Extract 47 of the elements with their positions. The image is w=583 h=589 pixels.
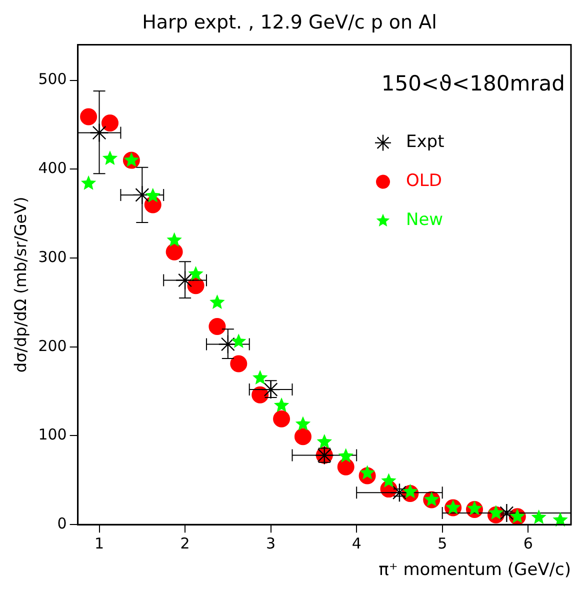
point bbox=[295, 416, 311, 431]
y-tick-label: 0 bbox=[57, 514, 67, 532]
point bbox=[166, 243, 183, 260]
x-tick-label: 6 bbox=[523, 534, 533, 552]
point bbox=[80, 108, 98, 126]
point bbox=[208, 318, 226, 335]
point bbox=[101, 114, 118, 132]
annotation: 150<ϑ<180mrad bbox=[381, 71, 565, 96]
y-tick-label: 100 bbox=[38, 426, 67, 444]
x-tick-label: 2 bbox=[180, 534, 190, 552]
x-axis-title: π⁺ momentum (GeV/c) bbox=[378, 560, 571, 580]
legend-label: Expt bbox=[406, 132, 445, 152]
x-tick-label: 3 bbox=[266, 534, 276, 552]
point bbox=[102, 150, 118, 166]
x-tick-label: 4 bbox=[352, 534, 362, 552]
point bbox=[294, 428, 312, 446]
point bbox=[210, 294, 225, 309]
point bbox=[337, 458, 354, 476]
point bbox=[274, 398, 290, 412]
x-tick-label: 5 bbox=[438, 534, 448, 552]
point bbox=[252, 370, 268, 384]
y-tick-label: 500 bbox=[38, 70, 67, 88]
point bbox=[338, 448, 354, 463]
chart-title: Harp expt. , 12.9 GeV/c p on Al bbox=[142, 11, 437, 34]
point bbox=[166, 232, 182, 247]
y-tick-label: 200 bbox=[38, 336, 67, 355]
point bbox=[402, 484, 418, 498]
legend-label: OLD bbox=[406, 171, 442, 192]
point bbox=[552, 512, 568, 527]
y-tick-label: 300 bbox=[38, 248, 67, 266]
point bbox=[316, 434, 332, 448]
point bbox=[231, 334, 246, 348]
point bbox=[230, 355, 248, 372]
point bbox=[381, 473, 396, 488]
point bbox=[531, 509, 546, 524]
point bbox=[188, 266, 204, 281]
point bbox=[145, 188, 160, 202]
y-tick-label: 400 bbox=[38, 159, 67, 178]
x-tick-label: 1 bbox=[94, 534, 104, 552]
point bbox=[360, 465, 375, 480]
point bbox=[273, 410, 290, 428]
point bbox=[90, 123, 109, 142]
y-axis-title: dσ/dp/dΩ (mb/sr/GeV) bbox=[10, 196, 30, 373]
point bbox=[175, 270, 195, 290]
point bbox=[488, 505, 504, 520]
point bbox=[80, 175, 96, 190]
legend-label: New bbox=[406, 210, 444, 230]
